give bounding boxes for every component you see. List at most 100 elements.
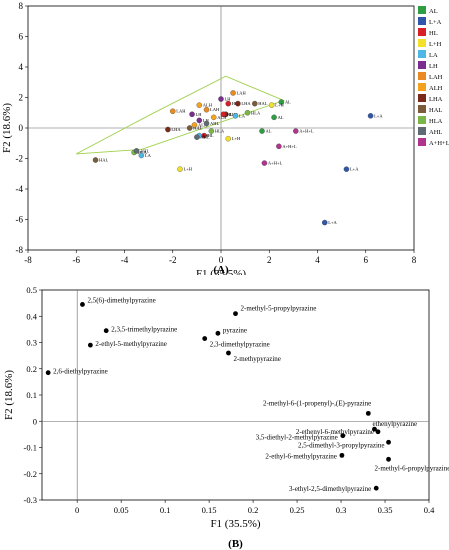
legend-swatch [418,105,426,113]
point-label: LH [203,118,210,123]
x-tick-label: -2 [169,255,177,265]
y-tick-label: 0.5 [26,285,37,295]
y-tick-label: -2 [16,154,24,164]
data-point [194,134,200,140]
data-point [372,426,377,432]
y-tick-label: -8 [16,245,24,255]
point-label: HLA [215,129,225,134]
data-point [45,370,51,376]
legend-label: LAH [429,74,443,81]
data-point [165,126,171,133]
point-label: L+H [183,167,192,172]
x-tick-label: 0.1 [160,505,171,515]
y-tick-label: -0.2 [24,469,37,479]
data-point [261,160,268,166]
x-tick-label: 0.05 [114,505,129,515]
legend-label: ALH [429,85,443,92]
data-point [339,452,345,458]
y-tick-label: 0 [19,123,24,133]
point-label: LH [225,97,232,102]
data-point [133,148,140,154]
data-point [321,219,328,226]
x-tick-label: 6 [364,255,369,265]
point-label: AHL [200,135,209,140]
legend-label: LH [429,63,438,70]
data-point [230,90,236,96]
data-point [386,439,391,445]
data-point [196,102,203,108]
legend-label: L+H [429,41,442,48]
data-point [80,302,85,307]
x-axis-label: F1 (35.5%) [196,268,246,275]
point-label: L+A [328,220,337,225]
data-point [235,100,241,107]
point-label: LH [196,112,203,117]
point-label: pyrazine [223,326,247,334]
y-tick-label: 0.3 [26,338,37,348]
y-axis-label: F2 (18.6%) [3,370,15,420]
data-point [367,113,374,119]
point-label: 2-ethenyl-6-methylpyrazine [296,428,374,436]
plot-frame [41,289,430,501]
legend-swatch [418,138,426,146]
data-point [220,111,227,118]
data-point [203,106,210,113]
legend-label: A+H+L [429,140,449,147]
y-tick-label: 0.4 [26,311,37,321]
y-axis-label: F2 (18.6%) [1,103,13,153]
y-tick-label: -0.3 [24,495,37,505]
x-tick-label: 0 [75,505,79,515]
x-tick-label: 8 [412,255,417,265]
point-label: HL [227,112,233,117]
legend-label: LA [429,52,438,59]
point-label: 2-ethyl-5-methylpyrazine [95,340,167,348]
x-tick-label: 0.15 [202,505,217,515]
point-label: 2-methyl-6-(1-propenyl)-,(E)-pyrazine [263,399,371,407]
point-label: ALH [203,103,213,108]
data-point [343,166,350,172]
data-point [375,429,381,435]
point-label: 2-methyl-6-propylpyrazine [375,464,449,472]
panel-label: (A) [213,264,229,275]
data-point [203,120,210,127]
x-tick-label: -6 [73,255,81,265]
point-label: L+A [350,167,359,172]
chart-a: -8 -6 -4 -2 0 2 4 6 8 -8 -6 -4 -2 0 2 4 6 8 F1 (35.5%) F2 (… [1,1,449,275]
legend-swatch [418,17,426,25]
legend-swatch [418,127,426,135]
point-label: 2,5-dimethyl-3-propylpyrazine [298,441,385,449]
data-point [386,456,391,462]
data-point [103,328,109,334]
panel-label: (B) [228,538,243,550]
y-tick-label: 8 [19,1,24,11]
point-label: A+H+L [268,161,283,166]
data-point [208,128,215,134]
y-tick-label: 4 [19,62,24,72]
point-label: LHA [241,101,251,106]
data-point [252,100,258,107]
x-tick-label: 0.3 [336,505,347,515]
legend-label: HAL [429,107,442,114]
data-point [226,350,231,356]
x-tick-label: -8 [24,255,32,265]
y-tick-label: 0.2 [26,364,37,374]
data-point [268,102,275,108]
data-point [340,433,346,439]
legend-label: LHA [429,96,443,103]
point-label: HL [208,133,214,138]
point-label: 2-methypyrazine [233,355,280,363]
data-point [169,108,176,114]
legend-label: AHL [429,129,442,136]
point-label: AL [278,115,284,120]
point-label: AL [285,100,291,105]
y-tick-label: 0 [33,416,37,426]
legend-label: L+A [429,19,442,26]
data-point [276,143,282,150]
point-label: HAL [193,126,202,131]
chart-b: 0 0.05 0.1 0.15 0.2 0.25 0.3 0.35 0.4 -0.3 -0.2 -0.… [3,285,449,550]
y-tick-label: 2 [19,93,24,103]
data-point [244,110,251,116]
data-point [259,128,265,134]
data-point [189,111,195,118]
